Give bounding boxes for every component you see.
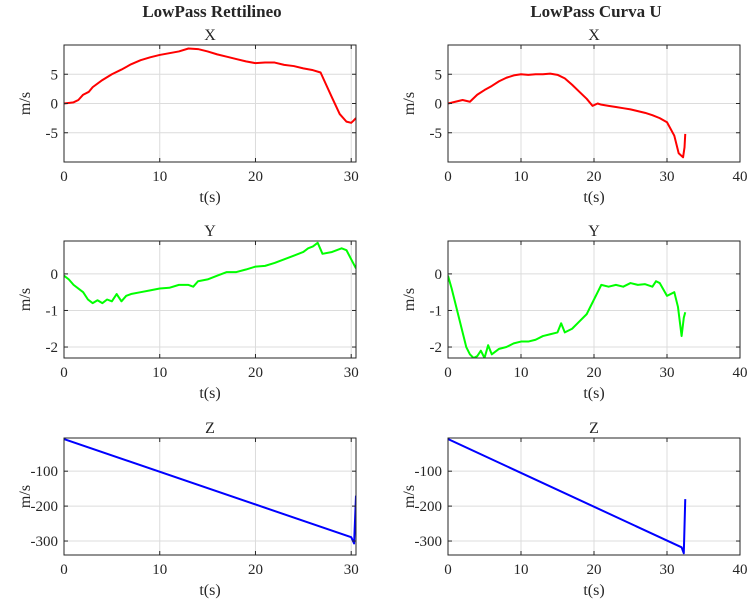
x-tick-label: 20 [248,365,263,381]
y-tick-label: 0 [435,267,443,283]
x-tick-label: 0 [60,169,68,185]
y-tick-label: -300 [31,534,59,550]
x-tick-label: 10 [514,365,529,381]
y-tick-label: -100 [415,464,443,480]
x-tick-label: 10 [152,365,167,381]
y-axis-label: m/s [401,288,418,311]
x-tick-label: 0 [444,562,452,578]
x-tick-label: 40 [733,562,748,578]
subplot-grid: 0 10 20 30 -5 0 5 Xt(s) m/s 0 10 20 30 40 -5 0 5 Xt(s) m/s… [17,27,748,599]
x-tick-label: 30 [660,365,675,381]
y-tick-label: 0 [435,97,443,113]
x-tick-label: 20 [587,562,602,578]
x-axis-label: t(s) [199,582,220,599]
x-axis-label: t(s) [199,189,220,206]
column-title-left: LowPass Rettilineo [142,2,281,21]
y-tick-label: 0 [51,267,59,283]
axes-box [63,437,357,556]
x-tick-label: 20 [248,562,263,578]
y-tick-label: -1 [430,303,443,319]
column-title-right: LowPass Curva U [530,2,661,21]
x-tick-label: 30 [344,562,359,578]
subplot-title: X [204,27,216,44]
subplot-title: Z [589,420,599,437]
series-line [64,438,356,545]
y-tick-label: 5 [435,67,443,83]
subplot-1: 0 10 20 30 -5 0 5 Xt(s) m/s [17,27,359,206]
x-tick-label: 0 [60,562,68,578]
series-line [64,241,356,305]
subplot-5: 0 10 20 30 -300 -200 -100 Zt(s) m/s [17,420,359,599]
x-tick-label: 0 [60,365,68,381]
y-axis-label: m/s [401,485,418,508]
y-tick-label: -100 [31,464,59,480]
x-tick-label: 30 [660,169,675,185]
y-tick-label: -5 [46,126,59,142]
plot-area [64,438,356,555]
subplot-title: Y [204,223,216,240]
y-tick-label: -5 [430,126,443,142]
y-tick-label: -2 [430,340,443,356]
y-tick-label: -200 [31,499,59,515]
axes-box [63,240,357,359]
x-tick-label: 10 [514,169,529,185]
y-tick-label: 0 [51,97,59,113]
subplot-title: X [588,27,600,44]
subplot-3: 0 10 20 30 -2 -1 0 Yt(s) m/s [17,223,359,402]
x-tick-label: 30 [344,169,359,185]
series-line [448,438,687,555]
x-tick-label: 10 [514,562,529,578]
x-tick-label: 30 [344,365,359,381]
subplot-2: 0 10 20 30 40 -5 0 5 Xt(s) m/s [401,27,748,206]
y-tick-label: -200 [415,499,443,515]
y-axis-label: m/s [401,92,418,115]
x-tick-label: 10 [152,562,167,578]
x-tick-label: 0 [444,365,452,381]
y-tick-label: -2 [46,340,59,356]
x-tick-label: 20 [587,365,602,381]
x-tick-label: 0 [444,169,452,185]
subplot-title: Z [205,420,215,437]
subplot-title: Y [588,223,600,240]
series-line [64,47,356,124]
x-tick-label: 30 [660,562,675,578]
x-axis-label: t(s) [583,582,604,599]
x-tick-label: 10 [152,169,167,185]
y-axis-label: m/s [17,288,34,311]
y-tick-label: 5 [51,67,59,83]
series-line [448,275,687,358]
x-axis-label: t(s) [199,385,220,402]
subplot-6: 0 10 20 30 40 -300 -200 -100 Zt(s) m/s [401,420,748,599]
y-tick-label: -1 [46,303,59,319]
series-line [448,72,687,159]
x-axis-label: t(s) [583,385,604,402]
x-tick-label: 20 [248,169,263,185]
x-tick-label: 20 [587,169,602,185]
x-tick-label: 40 [733,365,748,381]
y-axis-label: m/s [17,485,34,508]
y-axis-label: m/s [17,92,34,115]
subplot-4: 0 10 20 30 40 -2 -1 0 Yt(s) m/s [401,223,748,402]
y-tick-label: -300 [415,534,443,550]
x-tick-label: 40 [733,169,748,185]
x-axis-label: t(s) [583,189,604,206]
